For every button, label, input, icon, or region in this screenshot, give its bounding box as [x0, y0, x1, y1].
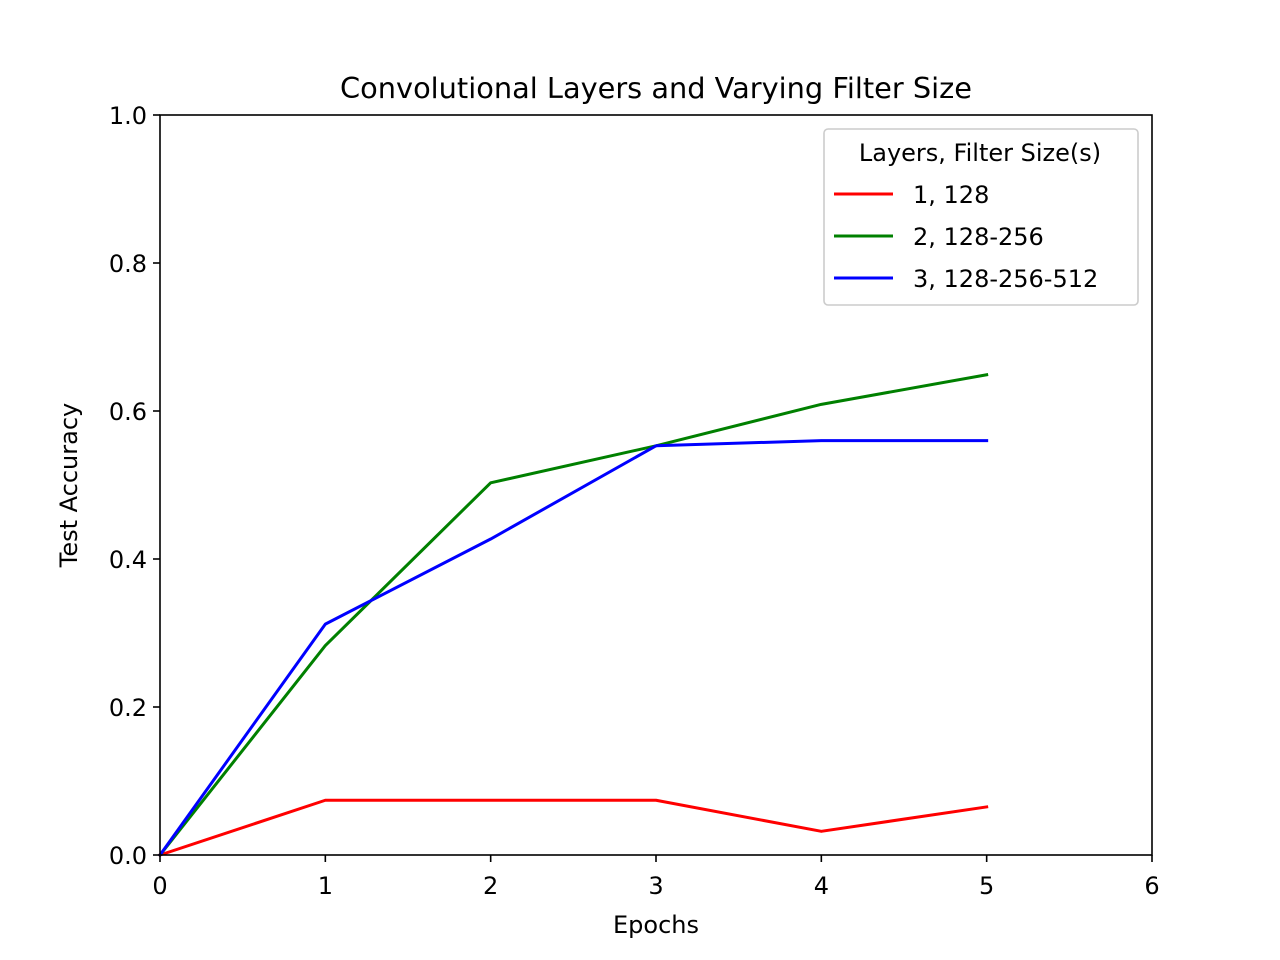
- x-tick-label: 4: [814, 872, 829, 900]
- y-axis: 0.0 0.2 0.4 0.6 0.8 1.0: [109, 102, 160, 870]
- y-tick-label: 0.2: [109, 694, 147, 722]
- series-line-2: [157, 372, 989, 858]
- x-tick-label: 2: [483, 872, 498, 900]
- x-tick-label: 0: [152, 872, 167, 900]
- y-tick-label: 0.0: [109, 842, 147, 870]
- legend: Layers, Filter Size(s) 1, 128 2, 128-256 3…: [823, 128, 1139, 306]
- y-tick-label: 0.4: [109, 546, 147, 574]
- y-axis-label: Test Accuracy: [55, 403, 83, 568]
- series-layer: [157, 372, 989, 858]
- x-tick-label: 3: [648, 872, 663, 900]
- x-tick-label: 6: [1144, 872, 1159, 900]
- x-tick-label: 5: [979, 872, 994, 900]
- series-line-3: [157, 439, 989, 858]
- y-tick-label: 0.6: [109, 398, 147, 426]
- legend-label-1: 1, 128: [913, 181, 989, 209]
- legend-label-2: 2, 128-256: [913, 223, 1044, 251]
- x-axis-label: Epochs: [613, 911, 699, 939]
- legend-entries: 1, 128 2, 128-256 3, 128-256-512: [834, 181, 1098, 293]
- legend-label-3: 3, 128-256-512: [913, 265, 1098, 293]
- series-line-1: [158, 798, 989, 857]
- x-axis: 0 1 2 3 4 5 6: [152, 855, 1160, 900]
- x-tick-label: 1: [318, 872, 333, 900]
- legend-box: [823, 128, 1139, 306]
- y-tick-label: 0.8: [109, 250, 147, 278]
- legend-title: Layers, Filter Size(s): [859, 139, 1101, 167]
- y-tick-label: 1.0: [109, 102, 147, 130]
- chart-title: Convolutional Layers and Varying Filter …: [340, 71, 972, 105]
